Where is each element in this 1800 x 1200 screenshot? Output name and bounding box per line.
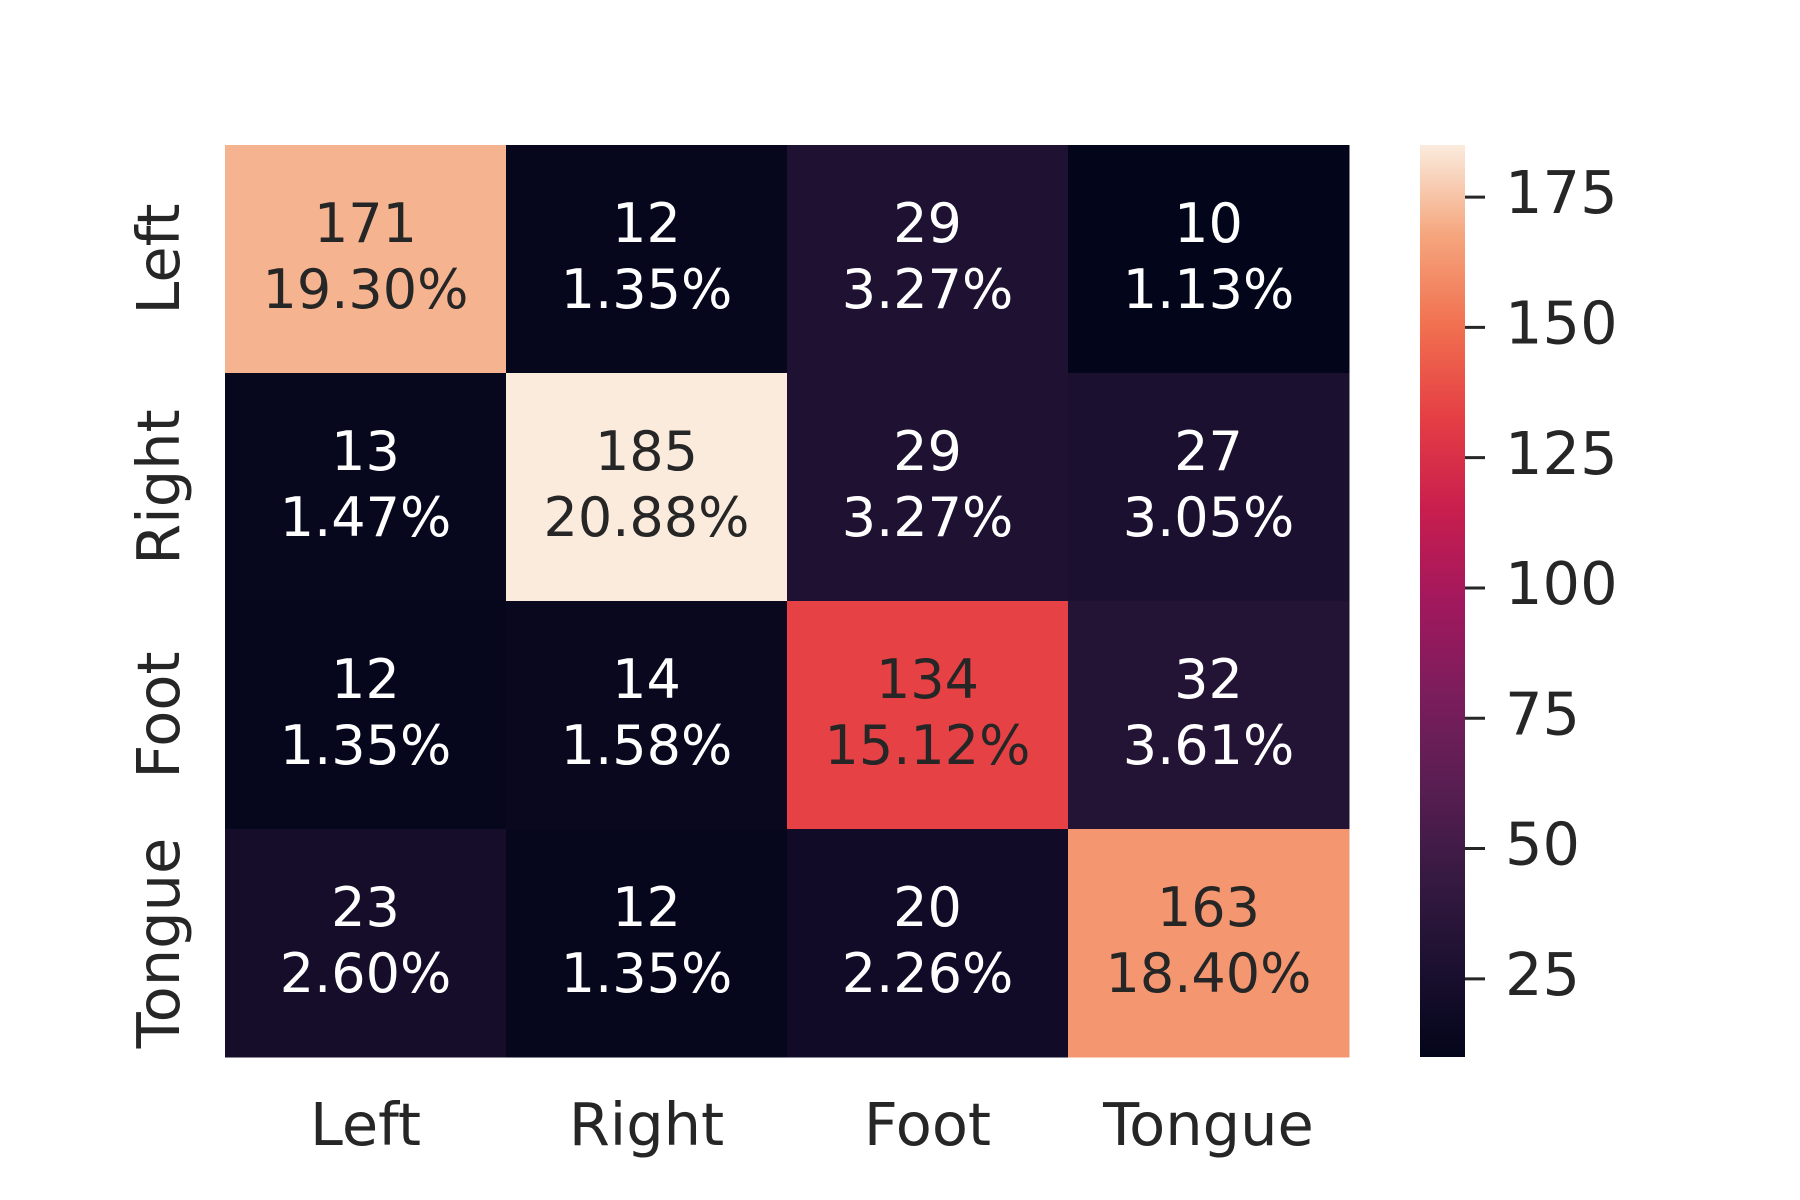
cell-percent-label: 3.61% (1123, 714, 1295, 777)
cell-count-label: 163 (1157, 876, 1260, 939)
colorbar-tick-label: 50 (1505, 810, 1580, 879)
cell-count-label: 14 (612, 648, 681, 711)
x-tick-label: Left (310, 1090, 421, 1159)
colorbar-ticks: 25 50 75 100 125 150 175 (1465, 158, 1618, 1009)
cell-count-label: 27 (1174, 420, 1243, 483)
cell-count-label: 185 (595, 420, 698, 483)
y-tick-label: Right (124, 409, 193, 564)
heatmap-cell (1068, 829, 1350, 1058)
colorbar-tick-label: 175 (1505, 158, 1618, 227)
cell-count-label: 20 (893, 876, 962, 939)
x-tick-label: Right (569, 1090, 724, 1159)
cell-percent-label: 2.60% (280, 942, 452, 1005)
colorbar-tick-label: 25 (1505, 940, 1580, 1009)
cell-percent-label: 3.27% (842, 486, 1014, 549)
x-tick-labels: Left Right Foot Tongue (310, 1090, 1314, 1159)
cell-percent-label: 1.13% (1123, 258, 1295, 321)
x-tick-label: Foot (864, 1090, 991, 1159)
cell-count-label: 23 (331, 876, 400, 939)
heatmap-cell (225, 601, 507, 830)
cell-count-label: 10 (1174, 192, 1243, 255)
heatmap-cell (225, 145, 507, 374)
heatmap-cell (1068, 373, 1350, 602)
colorbar-tick-label: 75 (1505, 679, 1580, 748)
cell-percent-label: 1.58% (561, 714, 733, 777)
cell-count-label: 32 (1174, 648, 1243, 711)
colorbar (1420, 145, 1465, 1057)
cell-percent-label: 18.40% (1106, 942, 1312, 1005)
heatmap-cell (506, 601, 788, 830)
cell-percent-label: 1.35% (561, 258, 733, 321)
heatmap-cell (787, 601, 1069, 830)
cell-percent-label: 2.26% (842, 942, 1014, 1005)
cell-percent-label: 19.30% (263, 258, 469, 321)
heatmap-cell (506, 829, 788, 1058)
heatmap-cells: 17119.30%121.35%293.27%101.13%131.47%185… (225, 145, 1350, 1058)
colorbar-tick-label: 125 (1505, 419, 1618, 488)
cell-count-label: 171 (314, 192, 417, 255)
heatmap-cell (225, 373, 507, 602)
colorbar-tick-label: 100 (1505, 549, 1618, 618)
cell-percent-label: 20.88% (544, 486, 750, 549)
x-tick-label: Tongue (1102, 1090, 1314, 1159)
cell-count-label: 13 (331, 420, 400, 483)
heatmap-cell (506, 145, 788, 374)
y-tick-label: Left (124, 204, 193, 315)
cell-percent-label: 3.27% (842, 258, 1014, 321)
heatmap-cell (1068, 601, 1350, 830)
cell-count-label: 12 (612, 876, 681, 939)
cell-count-label: 29 (893, 420, 962, 483)
cell-count-label: 12 (331, 648, 400, 711)
y-tick-labels: Left Right Foot Tongue (124, 204, 193, 1050)
heatmap-cell (506, 373, 788, 602)
y-tick-label: Tongue (124, 838, 193, 1050)
heatmap-cell (787, 145, 1069, 374)
heatmap-cell (225, 829, 507, 1058)
colorbar-tick-label: 150 (1505, 289, 1618, 358)
cell-percent-label: 15.12% (825, 714, 1031, 777)
cell-percent-label: 1.35% (280, 714, 452, 777)
cell-percent-label: 1.47% (280, 486, 452, 549)
heatmap-cell (1068, 145, 1350, 374)
y-tick-label: Foot (124, 651, 193, 778)
cell-count-label: 134 (876, 648, 979, 711)
cell-percent-label: 1.35% (561, 942, 733, 1005)
cell-count-label: 12 (612, 192, 681, 255)
cell-percent-label: 3.05% (1123, 486, 1295, 549)
cell-count-label: 29 (893, 192, 962, 255)
heatmap-cell (787, 829, 1069, 1058)
heatmap-cell (787, 373, 1069, 602)
